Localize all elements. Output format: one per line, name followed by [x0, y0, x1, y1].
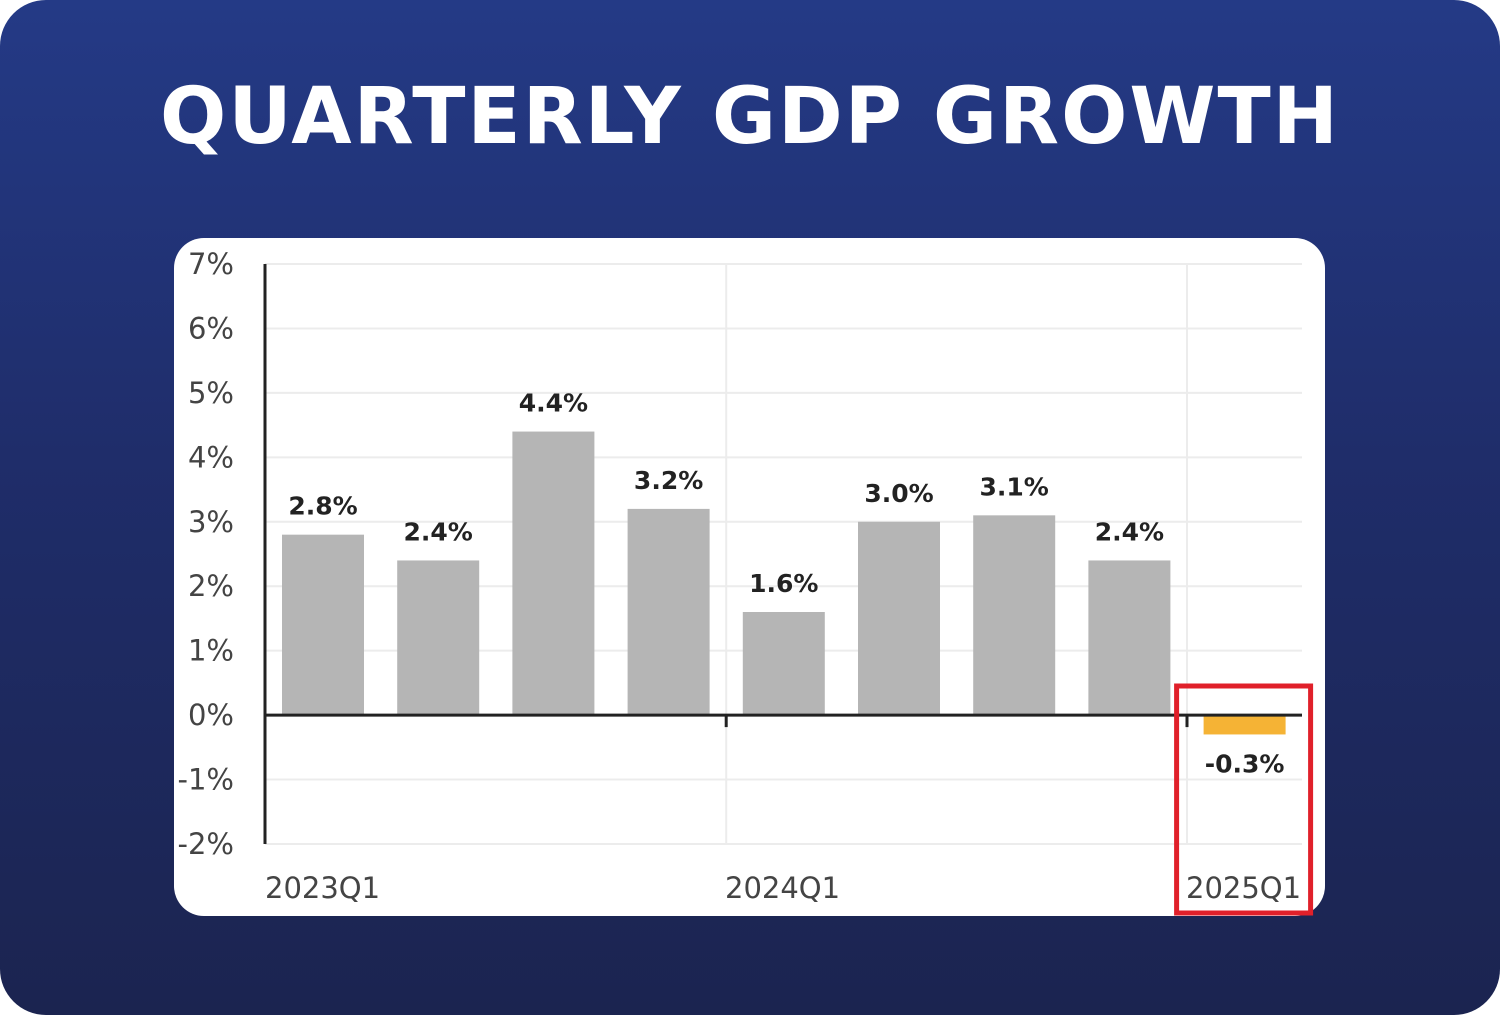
x-tick-label: 2025Q1: [1186, 871, 1301, 905]
data-label: -0.3%: [1205, 749, 1285, 778]
y-tick-label: 0%: [188, 698, 234, 732]
bar: [282, 534, 364, 716]
data-label: 2.4%: [404, 517, 473, 546]
y-tick-label: 2%: [188, 569, 234, 603]
bar: [973, 515, 1056, 716]
y-tick-label: 1%: [188, 634, 234, 668]
chart-title: QUARTERLY GDP GROWTH: [160, 72, 1340, 162]
bar-chart: 7% 6% 5% 4% 3% 2% 1% 0% -1% -2% 2.8% 2.4% 4.4% 3.2% 1.…: [178, 247, 1302, 905]
y-tick-label: 6%: [188, 311, 234, 345]
data-label: 3.2%: [634, 466, 703, 495]
bar: [742, 612, 825, 716]
x-tick-label: 2024Q1: [725, 871, 840, 905]
data-label: 4.4%: [519, 389, 588, 418]
y-tick-label: 3%: [188, 505, 234, 539]
bar: [627, 508, 710, 716]
data-label: 1.6%: [749, 569, 818, 598]
data-label: 3.1%: [980, 472, 1049, 501]
highlight-bar: [1203, 715, 1286, 735]
bar: [397, 560, 480, 716]
y-tick-label: 7%: [188, 247, 234, 281]
x-tick-label: 2023Q1: [265, 871, 380, 905]
y-tick-label: -1%: [178, 763, 234, 797]
bar: [1088, 560, 1171, 716]
bar: [512, 431, 595, 716]
y-tick-label: -2%: [178, 827, 234, 861]
chart-card: 7% 6% 5% 4% 3% 2% 1% 0% -1% -2% 2.8% 2.4% 4.4% 3.2% 1.…: [174, 238, 1325, 916]
bar: [858, 521, 940, 716]
data-label: 2.4%: [1095, 517, 1164, 546]
data-label: 2.8%: [288, 492, 357, 521]
y-tick-label: 4%: [188, 440, 234, 474]
data-label: 3.0%: [864, 479, 933, 508]
y-tick-label: 5%: [188, 376, 234, 410]
